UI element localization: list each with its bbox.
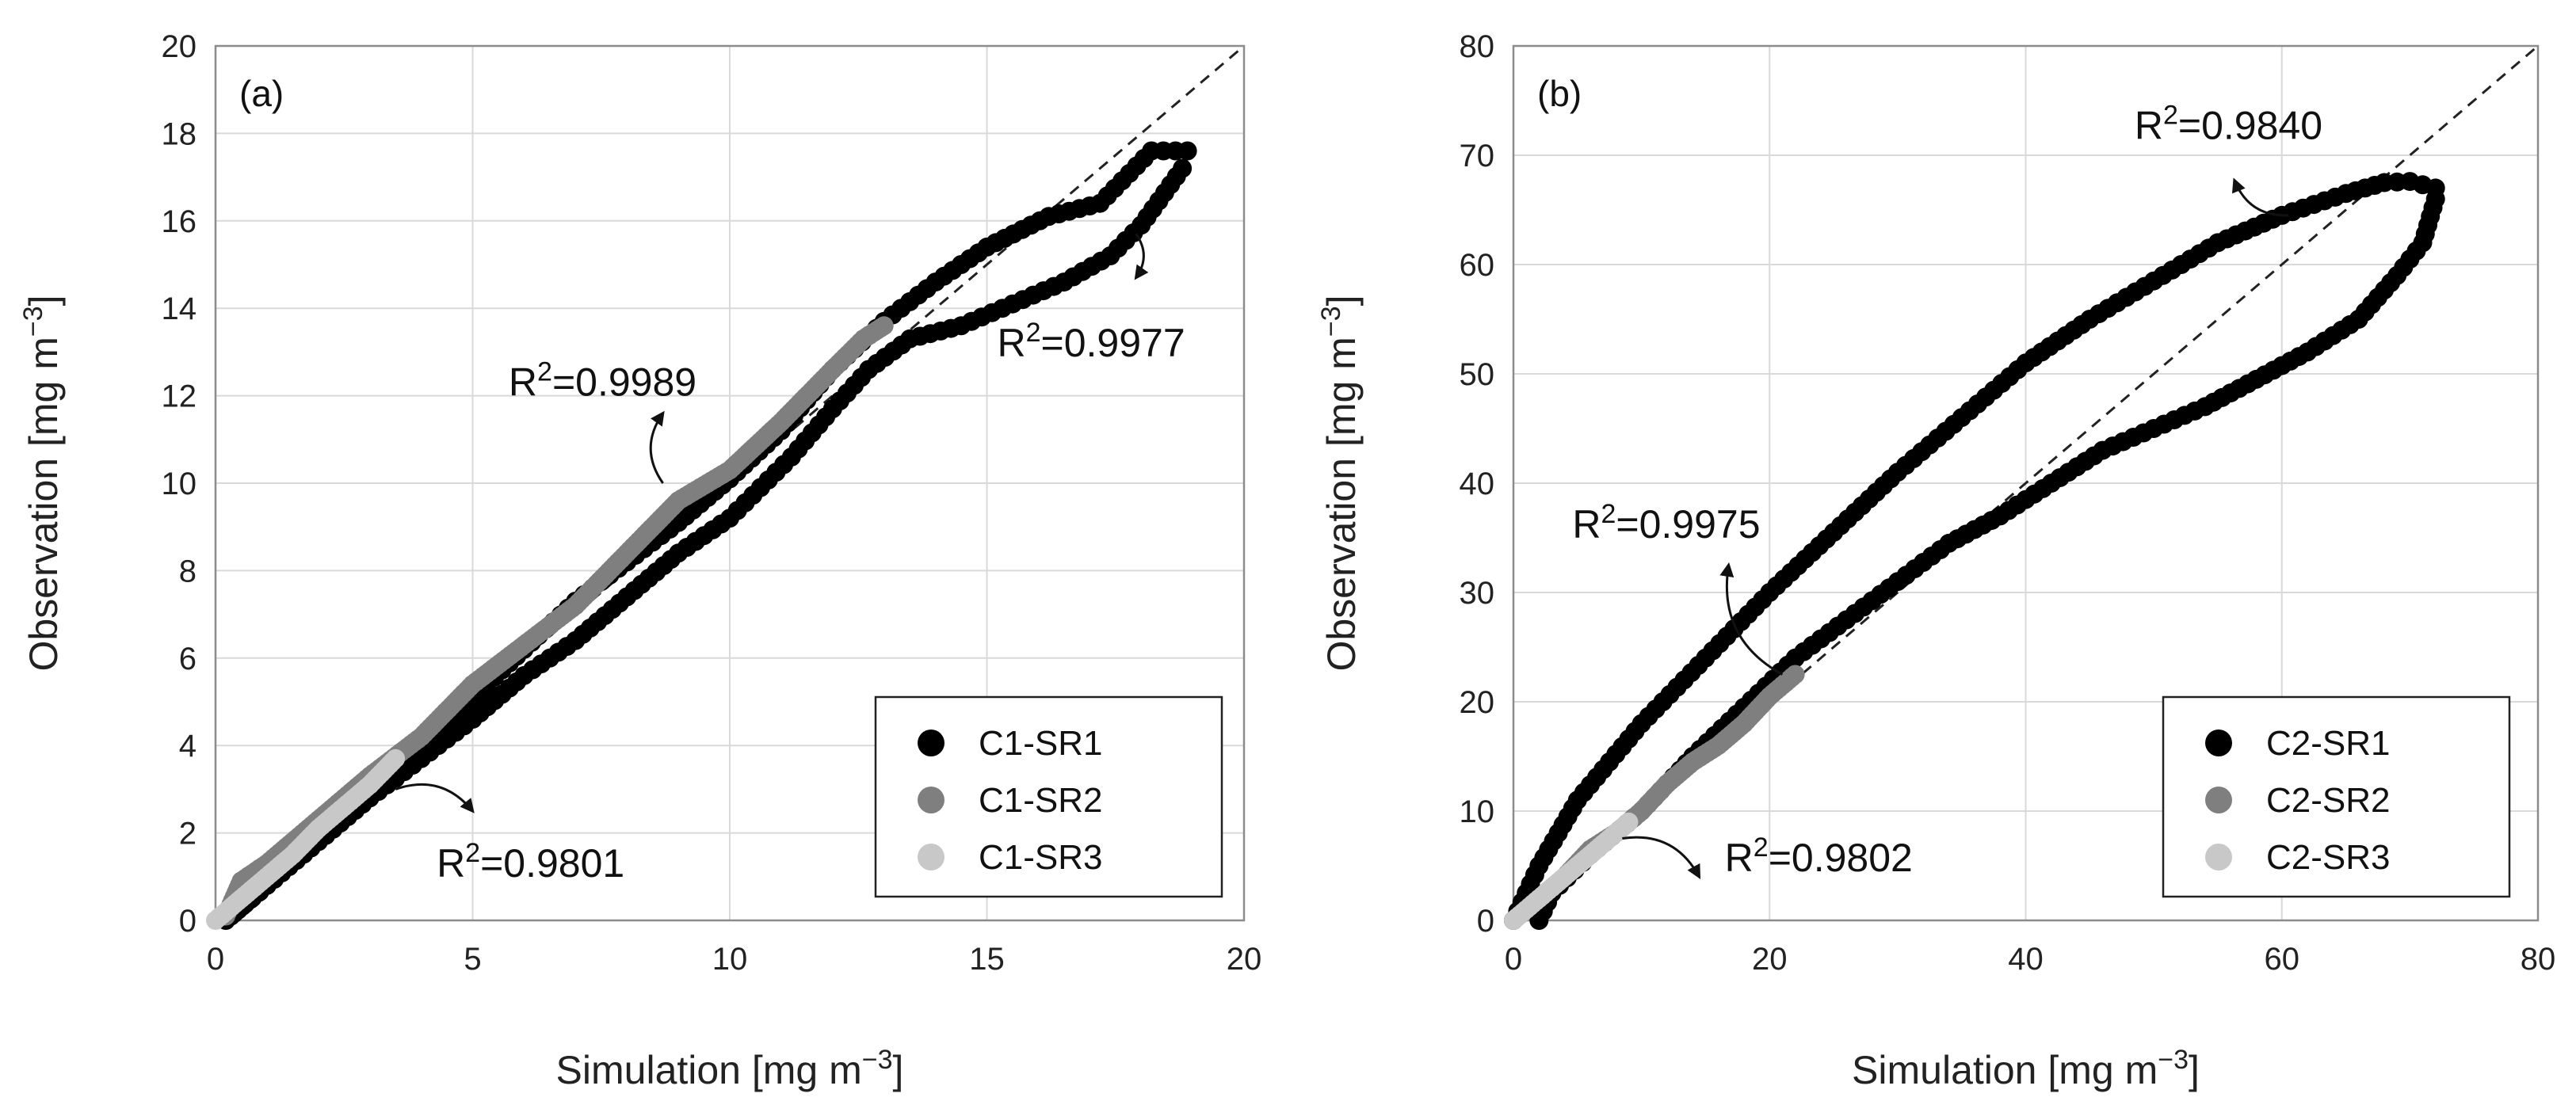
legend-label: C1-SR2 [979,781,1103,820]
legend-label: C2-SR2 [2266,781,2391,820]
legend-marker [918,787,945,813]
y-axis-title: Observation [mg m−3] [1316,295,1364,671]
data-point [1529,911,1549,930]
series-c1-sr3 [206,749,406,930]
r2-annotation: R2=0.9977 [997,233,1185,365]
r2-annotation-label: R2=0.9802 [1725,832,1913,880]
y-tick-label: 2 [179,817,197,851]
y-tick-label: 50 [1460,357,1495,392]
y-tick-label: 16 [162,204,197,239]
data-point [1785,665,1805,684]
annotation-arrow [395,783,475,813]
r2-annotation: R2=0.9989 [509,357,696,484]
r2-annotation: R2=0.9975 [1572,499,1784,676]
x-tick-label: 5 [464,942,481,977]
legend-marker [2205,844,2232,870]
annotation-arrow [1622,836,1701,879]
legend-marker [2205,730,2232,756]
annotation-arrow [2231,177,2288,217]
y-tick-label: 0 [179,904,197,939]
y-tick-label: 80 [1460,29,1495,64]
y-tick-label: 0 [1477,904,1494,939]
r2-annotation: R2=0.9802 [1622,832,1913,880]
r2-annotation-label: R2=0.9975 [1572,499,1760,547]
x-tick-label: 15 [969,942,1005,977]
y-tick-label: 8 [179,554,197,589]
legend-label: C1-SR1 [979,724,1103,763]
x-tick-label: 20 [1227,942,1262,977]
data-point [1173,158,1193,178]
y-axis-title: Observation [mg m−3] [18,295,66,671]
y-tick-label: 40 [1460,467,1495,501]
x-axis-title: Simulation [mg m−3] [556,1045,904,1092]
y-tick-label: 10 [1460,794,1495,829]
legend: C1-SR1 C1-SR2 C1-SR3 [874,695,1223,898]
y-tick-label: 60 [1460,248,1495,283]
y-tick-label: 14 [162,291,197,326]
r2-annotation-label: R2=0.9801 [437,838,624,886]
legend-marker [918,730,945,756]
panel-a: 0 5 10 15 20 0 2 4 6 8 10 12 14 16 18 20 R2=0.9977 R2=0.9… [18,29,1261,1092]
annotation-arrow [1134,233,1149,280]
x-tick-label: 10 [712,942,748,977]
annotation-arrow [649,410,665,484]
y-tick-label: 12 [162,379,197,414]
y-tick-label: 20 [1460,685,1495,720]
legend: C2-SR1 C2-SR2 C2-SR3 [2162,695,2511,898]
legend-label: C2-SR1 [2266,724,2391,763]
data-point [874,316,894,336]
r2-annotation-label: R2=0.9989 [509,357,696,405]
x-tick-label: 80 [2521,942,2556,977]
x-tick-label: 20 [1752,942,1788,977]
legend-marker [918,844,945,870]
y-tick-label: 30 [1460,576,1495,611]
data-point [386,749,406,768]
r2-annotation: R2=0.9801 [395,783,624,886]
x-tick-label: 60 [2265,942,2300,977]
annotation-arrow [1719,562,1784,676]
series-c2-sr3 [1504,812,1639,930]
legend-label: C1-SR3 [979,838,1103,877]
r2-annotation: R2=0.9840 [2135,100,2322,217]
y-tick-label: 20 [162,29,197,64]
plot-area-frame [214,44,1246,922]
r2-annotation-label: R2=0.9977 [997,318,1185,365]
panel-label: (a) [239,73,284,114]
y-tick-label: 70 [1460,139,1495,173]
x-axis-title: Simulation [mg m−3] [1852,1045,2200,1092]
x-tick-label: 0 [1505,942,1522,977]
x-tick-label: 0 [207,942,224,977]
y-tick-label: 4 [179,729,197,764]
y-tick-label: 10 [162,467,197,501]
panel-b: 0 20 40 60 80 0 10 20 30 40 50 60 70 80 R2=0.9840 R2=0.… [1316,29,2555,1092]
panel-label: (b) [1537,73,1582,114]
y-tick-label: 18 [162,116,197,151]
legend-marker [2205,787,2232,813]
plot-area-frame [1512,44,2540,922]
data-point [1619,812,1639,832]
y-tick-label: 6 [179,642,197,676]
legend-label: C2-SR3 [2266,838,2391,877]
r2-annotation-label: R2=0.9840 [2135,100,2322,147]
x-tick-label: 40 [2008,942,2044,977]
